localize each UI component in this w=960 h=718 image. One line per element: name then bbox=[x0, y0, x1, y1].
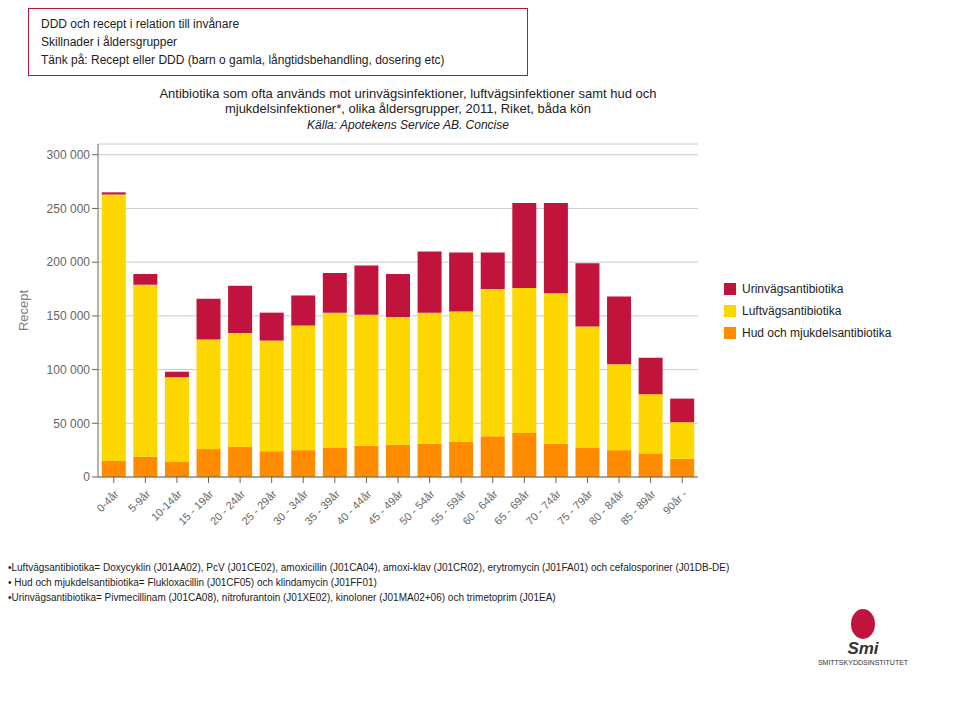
svg-text:50 000: 50 000 bbox=[53, 417, 90, 431]
svg-text:90år -: 90år - bbox=[660, 487, 689, 516]
svg-text:70 - 74år: 70 - 74år bbox=[523, 487, 563, 528]
svg-text:25 - 29år: 25 - 29år bbox=[239, 487, 279, 528]
svg-text:Recept: Recept bbox=[16, 290, 31, 332]
svg-text:60 - 64år: 60 - 64år bbox=[460, 487, 500, 528]
svg-text:65 - 69år: 65 - 69år bbox=[491, 487, 532, 528]
html-text:Antibiotika som ofta används m: Antibiotika som ofta används mot urinväg… bbox=[159, 86, 657, 101]
html-text:•Urinvägsantibiotika= Pivmecil: •Urinvägsantibiotika= Pivmecillinam (J01… bbox=[8, 592, 556, 603]
svg-text:15 - 19år: 15 - 19år bbox=[176, 487, 216, 528]
svg-text:100 000: 100 000 bbox=[47, 363, 91, 377]
svg-text:55 - 59år: 55 - 59år bbox=[428, 487, 469, 528]
html-text:Skillnader i åldersgrupper: Skillnader i åldersgrupper bbox=[41, 35, 178, 49]
svg-text:85 - 89år: 85 - 89år bbox=[618, 487, 658, 527]
svg-text:200 000: 200 000 bbox=[47, 255, 91, 269]
svg-text:300 000: 300 000 bbox=[47, 148, 91, 162]
svg-text:0-4år: 0-4år bbox=[94, 487, 121, 514]
html-text:Luftvägsantibiotika: Luftvägsantibiotika bbox=[742, 304, 842, 318]
html-text:DDD och recept i relation till: DDD och recept i relation till invånare bbox=[41, 17, 240, 31]
svg-text:0: 0 bbox=[83, 470, 90, 484]
html-text:Källa: Apotekens Service AB. C: Källa: Apotekens Service AB. Concise bbox=[307, 118, 509, 132]
svg-text:50 - 54år: 50 - 54år bbox=[397, 487, 437, 528]
svg-text:45 - 49år: 45 - 49år bbox=[365, 487, 406, 528]
html-text:Tänk på: Recept eller DDD (bar: Tänk på: Recept eller DDD (barn o gamla,… bbox=[41, 53, 445, 67]
html-text:Hud och mjukdelsantibiotika: Hud och mjukdelsantibiotika bbox=[742, 326, 892, 340]
html-text:• Hud och mjukdelsantibiotika=: • Hud och mjukdelsantibiotika= Flukloxac… bbox=[8, 577, 377, 588]
svg-text:80 - 84år: 80 - 84år bbox=[586, 487, 627, 528]
svg-text:35 - 39år: 35 - 39år bbox=[302, 487, 342, 528]
svg-text:20 - 24år: 20 - 24år bbox=[207, 487, 248, 528]
svg-text:30 - 34år: 30 - 34år bbox=[270, 487, 311, 528]
html-text:mjukdelsinfektioner*, olika ål: mjukdelsinfektioner*, olika åldersgruppe… bbox=[224, 101, 592, 116]
html-text:Smi: Smi bbox=[847, 639, 879, 658]
html-text:SMITTSKYDDSINSTITUTET: SMITTSKYDDSINSTITUTET bbox=[817, 659, 909, 666]
html-text:•Luftvägsantibiotika= Doxycykl: •Luftvägsantibiotika= Doxycyklin (J01AA0… bbox=[8, 562, 730, 573]
svg-text:10-14år: 10-14år bbox=[148, 487, 184, 523]
svg-text:250 000: 250 000 bbox=[47, 202, 91, 216]
html-text:Urinvägsantibiotika: Urinvägsantibiotika bbox=[742, 282, 844, 296]
svg-text:150 000: 150 000 bbox=[47, 309, 91, 323]
svg-text:5-9år: 5-9år bbox=[126, 487, 153, 514]
svg-text:40 - 44år: 40 - 44år bbox=[333, 487, 374, 528]
svg-text:75 - 79år: 75 - 79år bbox=[554, 487, 595, 528]
